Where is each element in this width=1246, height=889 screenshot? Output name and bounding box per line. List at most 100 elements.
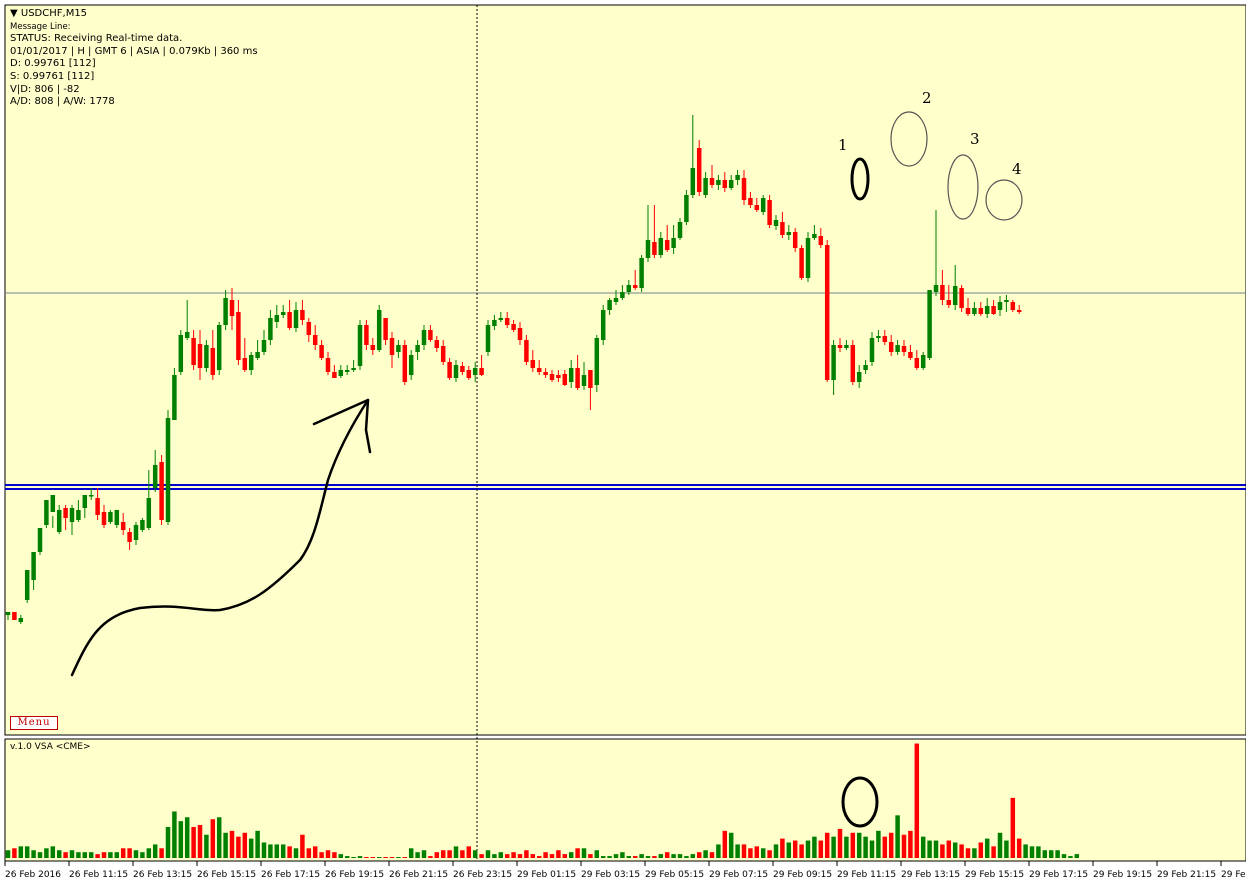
x-tick-label: 26 Feb 13:15 — [133, 870, 192, 880]
volume-bar — [204, 834, 209, 858]
candle-body — [76, 510, 81, 520]
candle-body — [984, 306, 990, 314]
volume-bar — [18, 846, 24, 858]
volume-bar — [338, 854, 344, 858]
candle — [479, 355, 484, 376]
candle-body — [319, 345, 324, 358]
candle-body — [287, 312, 292, 328]
volume-bar — [133, 850, 139, 858]
candle-body — [82, 495, 88, 508]
candle-body — [895, 345, 900, 352]
candle — [824, 240, 830, 382]
candle — [268, 310, 273, 345]
x-tick-label: 29 Feb 15:15 — [965, 870, 1024, 880]
candle-body — [696, 148, 702, 192]
volume-bar — [760, 848, 766, 858]
candle — [575, 355, 580, 390]
volume-bar — [735, 844, 740, 858]
volume-bar — [1036, 846, 1041, 858]
candle — [946, 285, 952, 308]
x-tick-label: 26 Feb 15:15 — [197, 870, 256, 880]
candle — [428, 325, 433, 342]
candle-body — [485, 325, 491, 352]
volume-bar — [453, 846, 459, 858]
candle — [940, 270, 945, 305]
candle — [882, 330, 888, 345]
collapse-triangle-icon[interactable]: ▼ — [10, 8, 18, 19]
candle-body — [191, 338, 196, 365]
candle — [293, 302, 299, 332]
candle — [191, 330, 196, 370]
volume-bar — [1055, 850, 1060, 858]
volume-bar — [818, 840, 824, 858]
candle — [856, 365, 862, 388]
volume-bar — [216, 817, 222, 858]
candle — [402, 340, 408, 385]
volume-bar — [780, 838, 785, 858]
candle — [178, 330, 184, 375]
candle — [888, 335, 894, 356]
candle-body — [421, 330, 427, 345]
candle — [1016, 305, 1022, 314]
candle — [101, 505, 107, 528]
candle-body — [376, 310, 382, 350]
candle-body — [364, 325, 369, 345]
volume-bar — [140, 852, 145, 858]
symbol-title[interactable]: ▼ USDCHF,M15 — [10, 8, 258, 21]
volume-bar — [799, 844, 804, 858]
volume-bar — [664, 852, 670, 858]
candle — [421, 325, 427, 350]
candle-body — [722, 180, 728, 188]
volume-bar — [1042, 850, 1048, 858]
candle — [837, 338, 843, 352]
s-line: S: 0.99761 [112] — [10, 70, 95, 82]
candle — [332, 365, 337, 378]
candle — [997, 296, 1003, 316]
candle-body — [575, 368, 580, 388]
candle-body — [645, 240, 651, 258]
candle — [978, 302, 984, 316]
volume-bar — [434, 852, 440, 858]
menu-button[interactable]: Menu — [10, 716, 58, 730]
volume-bar — [850, 832, 856, 858]
candle-body — [1004, 300, 1009, 302]
candle-body — [37, 528, 43, 552]
volume-bar — [984, 838, 990, 858]
candle-body — [844, 345, 849, 348]
candle-body — [108, 512, 113, 522]
candle — [31, 552, 36, 590]
volume-bar — [831, 836, 836, 858]
volume-bar — [12, 848, 17, 858]
volume-annotation-ellipse — [841, 776, 879, 828]
candle-body — [242, 358, 248, 370]
candle — [613, 290, 619, 305]
candle — [255, 340, 260, 360]
candle-body — [658, 238, 664, 255]
candle — [306, 318, 312, 342]
volume-bar — [908, 830, 913, 858]
volume-bar — [959, 844, 964, 858]
volume-bar — [972, 848, 977, 858]
candle-body — [652, 242, 657, 255]
candle — [210, 330, 216, 380]
volume-bar — [1074, 854, 1080, 858]
candle — [799, 245, 804, 280]
candle — [844, 340, 849, 350]
candle — [415, 340, 420, 360]
candle-body — [524, 340, 529, 362]
candle — [588, 370, 593, 410]
volume-bar — [127, 848, 132, 858]
candle-body — [703, 178, 708, 195]
annotation-label-3: 3 — [970, 130, 980, 148]
candle-body — [972, 308, 977, 314]
candle-body — [536, 368, 542, 372]
x-tick-label: 26 Feb 2016 — [5, 870, 61, 880]
candle-body — [88, 495, 94, 497]
volume-bar — [376, 857, 382, 858]
x-tick-label: 29 Feb 07:15 — [709, 870, 768, 880]
candle — [620, 285, 625, 300]
candle-body — [146, 498, 152, 528]
candle-body — [1016, 310, 1022, 312]
volume-bar — [703, 850, 708, 858]
